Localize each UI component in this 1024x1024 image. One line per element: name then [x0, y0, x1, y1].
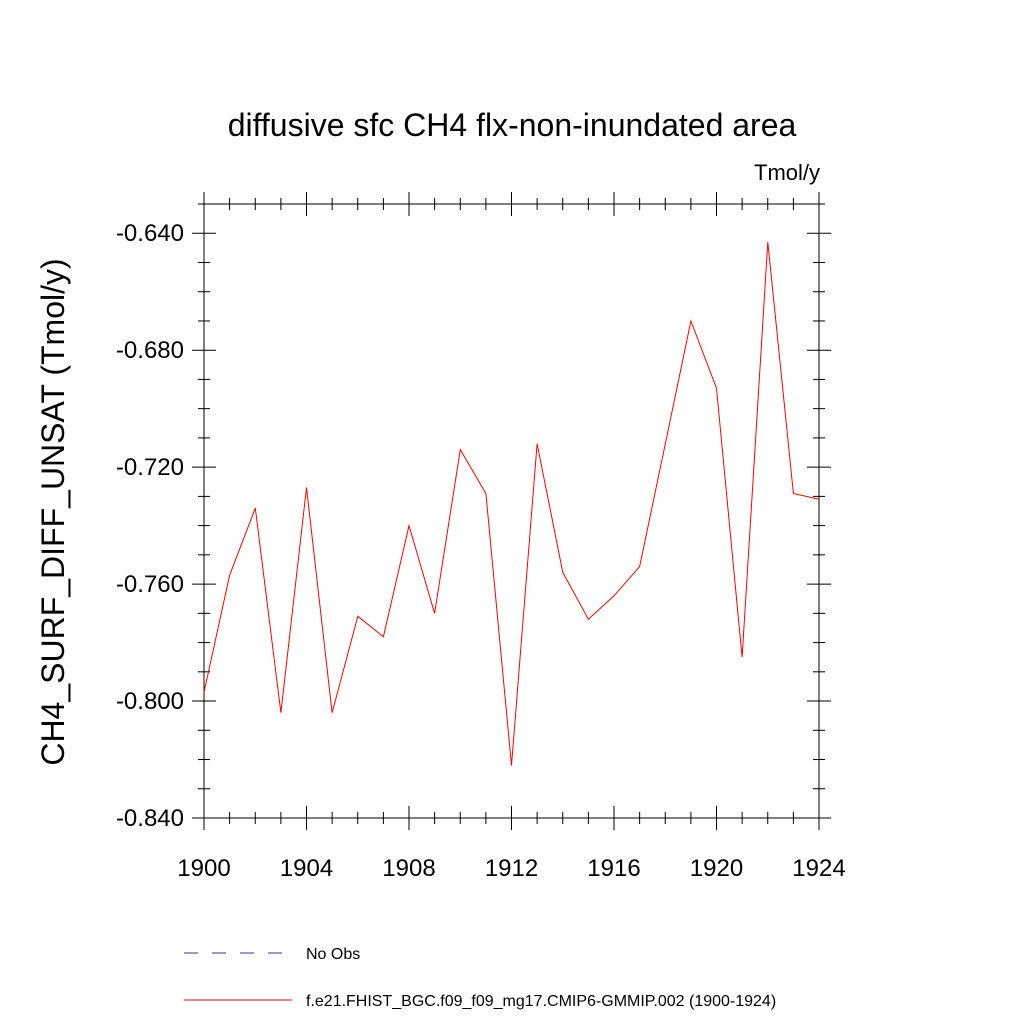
y-tick-label: -0.640 [116, 220, 184, 247]
y-tick-label: -0.760 [116, 571, 184, 598]
x-tick-label: 1916 [587, 855, 640, 882]
axis-ticks [192, 192, 831, 830]
y-tick-labels: -0.640 -0.680 -0.720 -0.760 -0.800 -0.840 [116, 220, 184, 832]
y-tick-label: -0.800 [116, 688, 184, 715]
x-tick-label: 1904 [280, 855, 333, 882]
x-tick-label: 1912 [485, 855, 538, 882]
legend: No Obs f.e21.FHIST_BGC.f09_f09_mg17.CMIP6… [184, 946, 776, 1010]
x-tick-label: 1924 [792, 855, 845, 882]
legend-label: f.e21.FHIST_BGC.f09_f09_mg17.CMIP6-GMMIP… [306, 993, 776, 1010]
y-tick-label: -0.840 [116, 805, 184, 832]
x-tick-label: 1900 [177, 855, 230, 882]
series-lines [203, 241, 820, 766]
x-tick-labels: 1900 1904 1908 1912 1916 1920 1924 [177, 855, 845, 882]
y-tick-label: -0.680 [116, 337, 184, 364]
units-label: Tmol/y [754, 160, 820, 185]
chart-title: diffusive sfc CH4 flx-non-inundated area [228, 107, 797, 143]
legend-label: No Obs [306, 946, 360, 963]
y-tick-label: -0.720 [116, 454, 184, 481]
plot-frame [203, 203, 820, 819]
series-line [203, 241, 820, 766]
y-axis-label: CH4_SURF_DIFF_UNSAT (Tmol/y) [35, 258, 71, 765]
x-tick-label: 1908 [382, 855, 435, 882]
x-tick-label: 1920 [690, 855, 743, 882]
